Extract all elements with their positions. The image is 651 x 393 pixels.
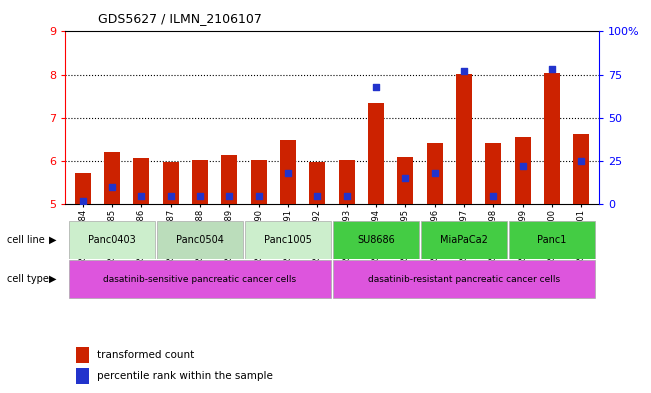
Bar (163, 162, 179, 204)
Bar (397, 157, 413, 204)
Bar (69, 221, 155, 259)
Bar (426, 143, 443, 204)
Point (400, 175, 411, 182)
Text: cell line: cell line (7, 235, 44, 245)
Bar (509, 221, 595, 259)
Bar (157, 221, 243, 259)
Bar (280, 140, 296, 204)
Point (459, 68, 469, 74)
Point (136, 193, 146, 199)
Bar (104, 152, 120, 204)
Point (488, 193, 499, 199)
Point (576, 158, 587, 164)
Bar (76, 368, 89, 384)
Bar (333, 260, 595, 298)
Text: Panc0403: Panc0403 (88, 235, 136, 245)
Bar (75, 173, 90, 204)
Point (371, 84, 381, 90)
Bar (514, 137, 531, 204)
Point (518, 163, 528, 169)
Text: percentile rank within the sample: percentile rank within the sample (97, 371, 273, 381)
Point (165, 193, 176, 199)
Text: dasatinib-sensitive pancreatic cancer cells: dasatinib-sensitive pancreatic cancer ce… (104, 275, 297, 283)
Text: GDS5627 / ILMN_2106107: GDS5627 / ILMN_2106107 (98, 12, 262, 25)
Text: cell type: cell type (7, 274, 48, 284)
Point (283, 170, 293, 176)
Point (253, 193, 264, 199)
Point (195, 193, 205, 199)
Bar (368, 103, 384, 204)
Text: dasatinib-resistant pancreatic cancer cells: dasatinib-resistant pancreatic cancer ce… (368, 275, 560, 283)
Point (342, 193, 352, 199)
Point (224, 193, 234, 199)
Text: ▶: ▶ (49, 235, 57, 245)
Bar (544, 72, 560, 204)
Bar (421, 221, 507, 259)
Text: SU8686: SU8686 (357, 235, 395, 245)
Text: ▶: ▶ (49, 274, 57, 284)
Text: Panc1005: Panc1005 (264, 235, 312, 245)
Text: MiaPaCa2: MiaPaCa2 (440, 235, 488, 245)
Bar (485, 143, 501, 204)
Bar (245, 221, 331, 259)
Bar (76, 347, 89, 363)
Point (430, 170, 440, 176)
Bar (192, 160, 208, 204)
Bar (574, 134, 589, 204)
Point (107, 184, 117, 190)
Bar (133, 158, 150, 204)
Text: Panc1: Panc1 (537, 235, 566, 245)
Bar (69, 260, 331, 298)
Point (547, 66, 557, 73)
Bar (456, 74, 472, 204)
Text: transformed count: transformed count (97, 350, 195, 360)
Bar (333, 221, 419, 259)
Bar (309, 162, 326, 204)
Bar (339, 160, 355, 204)
Bar (251, 160, 267, 204)
Text: Panc0504: Panc0504 (176, 235, 224, 245)
Point (77, 198, 88, 204)
Bar (221, 154, 238, 204)
Point (312, 193, 322, 199)
